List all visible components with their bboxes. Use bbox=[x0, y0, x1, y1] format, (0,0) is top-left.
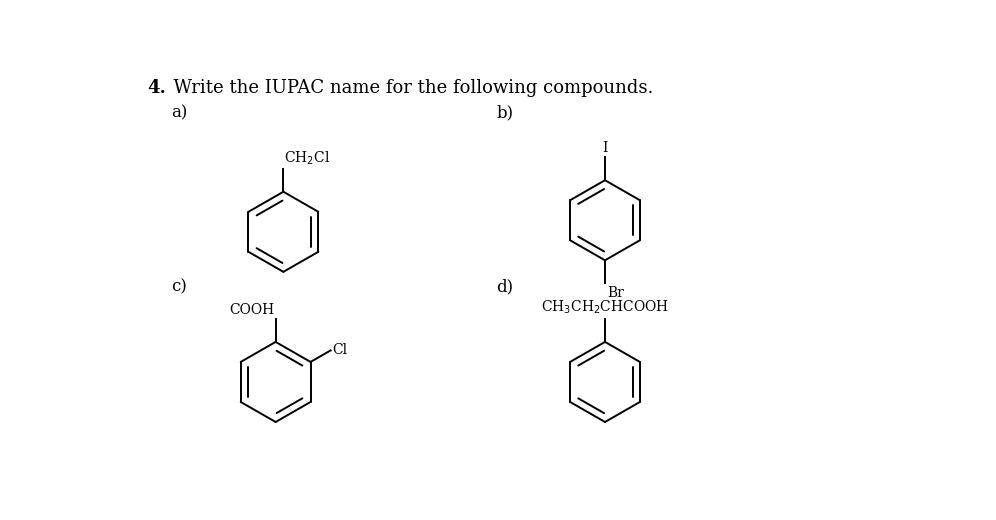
Text: d): d) bbox=[496, 278, 514, 295]
Text: 4.: 4. bbox=[147, 80, 166, 97]
Text: a): a) bbox=[171, 105, 187, 122]
Text: COOH: COOH bbox=[229, 303, 274, 317]
Text: Write the IUPAC name for the following compounds.: Write the IUPAC name for the following c… bbox=[161, 80, 653, 97]
Text: b): b) bbox=[496, 105, 514, 122]
Text: Br: Br bbox=[608, 285, 624, 300]
Text: c): c) bbox=[171, 278, 187, 295]
Text: CH$_2$Cl: CH$_2$Cl bbox=[284, 150, 331, 167]
Text: Cl: Cl bbox=[333, 343, 348, 357]
Text: I: I bbox=[603, 141, 608, 155]
Text: CH$_3$CH$_2$CHCOOH: CH$_3$CH$_2$CHCOOH bbox=[541, 299, 669, 317]
